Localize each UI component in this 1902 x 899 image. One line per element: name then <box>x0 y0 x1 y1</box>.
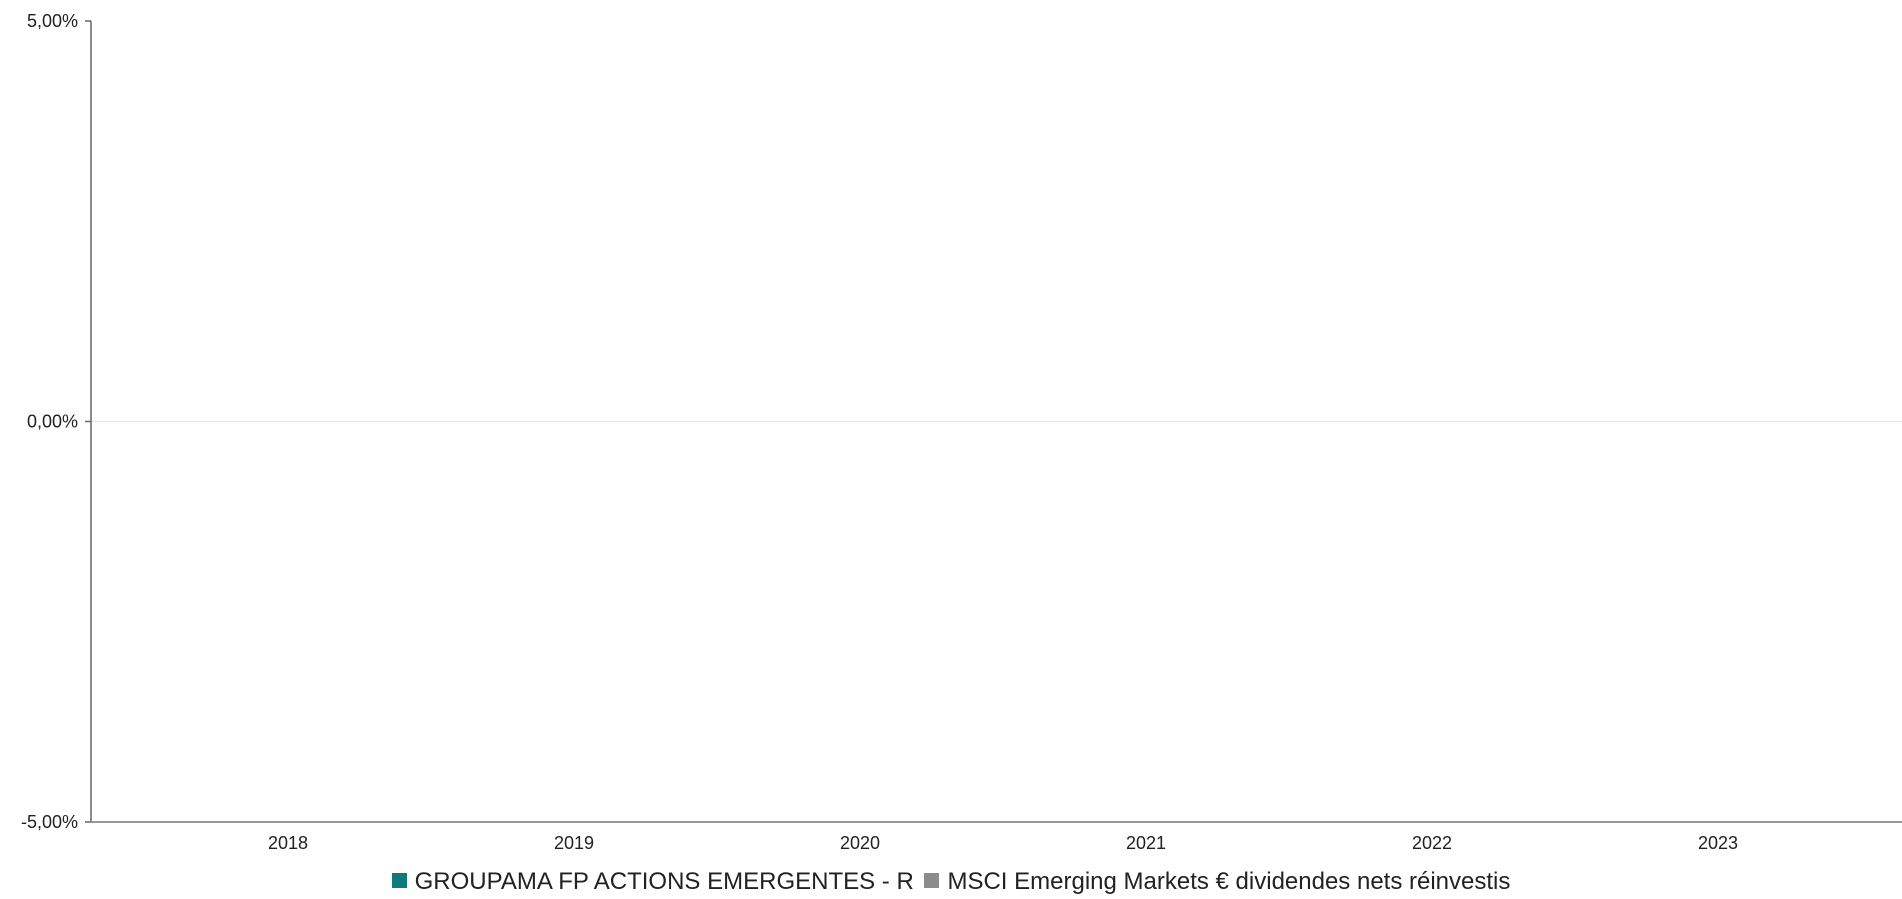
x-tick-label: 2020 <box>840 833 880 853</box>
x-tick-label: 2023 <box>1698 833 1738 853</box>
legend-swatch-benchmark <box>924 873 940 889</box>
x-tick-label: 2021 <box>1126 833 1166 853</box>
legend-item-fund[interactable]: GROUPAMA FP ACTIONS EMERGENTES - R <box>391 868 914 896</box>
x-tick-label: 2018 <box>268 833 308 853</box>
y-tick-label: 0,00% <box>27 412 78 432</box>
y-axis-ticks: 5,00% 0,00% -5,00% <box>21 11 91 832</box>
legend-label-fund: GROUPAMA FP ACTIONS EMERGENTES - R <box>414 868 914 895</box>
x-axis-ticks: 2018 2019 2020 2021 2022 2023 <box>268 833 1738 853</box>
legend-label-benchmark: MSCI Emerging Markets € dividendes nets … <box>947 868 1511 895</box>
legend-item-benchmark[interactable]: MSCI Emerging Markets € dividendes nets … <box>924 868 1510 896</box>
legend-swatch-fund <box>391 873 407 889</box>
chart-canvas: 5,00% 0,00% -5,00% 2018 2019 2020 2021 2022 202… <box>21 11 1902 853</box>
x-tick-label: 2022 <box>1412 833 1452 853</box>
legend: GROUPAMA FP ACTIONS EMERGENTES - R MSCI … <box>0 868 1902 896</box>
y-tick-label: 5,00% <box>27 11 78 31</box>
x-tick-label: 2019 <box>554 833 594 853</box>
y-tick-label: -5,00% <box>21 812 78 832</box>
